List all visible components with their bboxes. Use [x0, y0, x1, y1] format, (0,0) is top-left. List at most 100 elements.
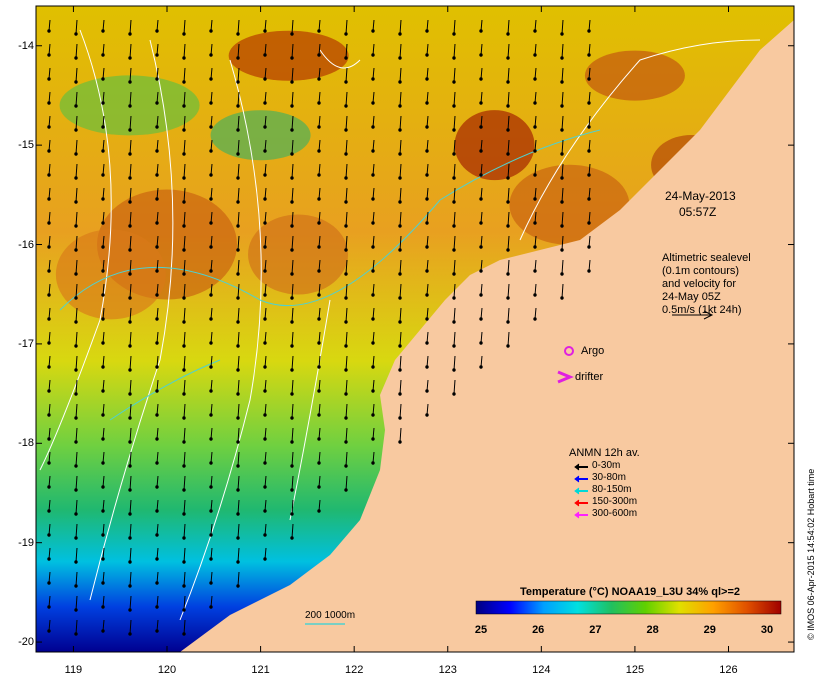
- velocity-arrow-head: [236, 152, 240, 156]
- altimetry-contour: [179, 59, 262, 621]
- velocity-arrow: [480, 139, 483, 152]
- velocity-arrow-head: [74, 440, 78, 444]
- velocity-arrow-head: [371, 461, 375, 465]
- velocity-arrow: [156, 355, 159, 368]
- velocity-arrow-head: [479, 77, 483, 81]
- velocity-arrow-head: [452, 248, 456, 252]
- velocity-arrow-head: [101, 533, 105, 537]
- velocity-arrow: [102, 523, 105, 536]
- velocity-arrow-head: [74, 152, 78, 156]
- velocity-arrow: [345, 163, 348, 179]
- velocity-arrow-head: [425, 365, 429, 369]
- velocity-arrow-head: [398, 416, 402, 420]
- velocity-arrow-head: [209, 533, 213, 537]
- velocity-arrow: [156, 187, 159, 200]
- velocity-arrow-head: [587, 245, 591, 249]
- colorbar-tick-label: 27: [589, 624, 602, 636]
- velocity-arrow: [156, 427, 159, 440]
- velocity-arrow-head: [263, 341, 267, 345]
- velocity-arrow-head: [209, 485, 213, 489]
- velocity-arrow: [75, 163, 78, 179]
- velocity-arrow-head: [47, 413, 51, 417]
- velocity-arrow: [237, 547, 240, 563]
- velocity-arrow: [507, 331, 510, 347]
- velocity-arrow-head: [290, 440, 294, 444]
- lon-tick-label: 121: [251, 664, 270, 676]
- velocity-arrow-head: [101, 149, 105, 153]
- altimetry-line-2: (0.1m contours): [662, 265, 740, 277]
- velocity-arrow-head: [398, 128, 402, 132]
- velocity-arrow-head: [317, 53, 321, 57]
- velocity-arrow-head: [533, 77, 537, 81]
- velocity-arrow: [102, 451, 105, 464]
- velocity-arrow-head: [128, 200, 132, 204]
- velocity-arrow: [210, 19, 213, 32]
- velocity-arrow-head: [587, 29, 591, 33]
- velocity-arrow-head: [290, 104, 294, 108]
- velocity-arrow-head: [479, 149, 483, 153]
- velocity-arrow-head: [128, 128, 132, 132]
- velocity-arrow-head: [371, 293, 375, 297]
- velocity-arrow: [291, 499, 294, 515]
- velocity-arrow: [210, 379, 213, 392]
- velocity-arrow: [237, 211, 240, 227]
- velocity-arrow-head: [533, 245, 537, 249]
- velocity-arrow-head: [101, 221, 105, 225]
- velocity-arrow-head: [425, 53, 429, 57]
- velocity-arrow-head: [47, 533, 51, 537]
- velocity-arrow: [453, 115, 456, 131]
- velocity-arrow-head: [101, 485, 105, 489]
- velocity-arrow-head: [209, 605, 213, 609]
- velocity-arrow: [561, 163, 564, 179]
- velocity-arrow-head: [425, 317, 429, 321]
- velocity-arrow: [237, 499, 240, 515]
- velocity-arrow-head: [290, 320, 294, 324]
- velocity-arrow: [75, 259, 78, 275]
- velocity-arrow: [102, 427, 105, 440]
- velocity-arrow-head: [47, 461, 51, 465]
- velocity-arrow: [318, 259, 321, 272]
- velocity-arrow: [129, 451, 132, 467]
- velocity-arrow: [237, 67, 240, 83]
- velocity-arrow-head: [263, 533, 267, 537]
- velocity-arrow: [237, 523, 240, 539]
- velocity-arrow-head: [155, 29, 159, 33]
- velocity-arrow: [291, 43, 294, 59]
- velocity-arrow-head: [47, 293, 51, 297]
- velocity-arrow: [210, 187, 213, 200]
- velocity-arrow: [426, 19, 429, 32]
- velocity-arrow-head: [155, 485, 159, 489]
- velocity-arrow: [129, 187, 132, 203]
- velocity-arrow: [426, 235, 429, 248]
- velocity-arrow: [75, 307, 78, 323]
- velocity-arrow: [129, 475, 132, 491]
- velocity-arrow-head: [209, 341, 213, 345]
- velocity-arrow: [156, 331, 159, 344]
- velocity-arrow-head: [128, 296, 132, 300]
- warm-patches: [55, 30, 732, 320]
- velocity-arrow-head: [182, 56, 186, 60]
- velocity-arrow-head: [74, 416, 78, 420]
- velocity-arrow: [264, 523, 267, 536]
- velocity-arrow-head: [182, 128, 186, 132]
- velocity-arrow-head: [479, 197, 483, 201]
- lon-tick-label: 125: [625, 664, 645, 676]
- velocity-arrow: [318, 187, 321, 200]
- velocity-arrow: [210, 475, 213, 488]
- anmn-legend-label: 0-30m: [592, 460, 621, 471]
- velocity-arrow-head: [263, 77, 267, 81]
- velocity-arrow-head: [47, 485, 51, 489]
- velocity-arrow: [264, 331, 267, 344]
- velocity-arrow-head: [74, 464, 78, 468]
- velocity-arrow: [561, 139, 564, 155]
- velocity-arrow: [183, 43, 186, 59]
- velocity-arrow: [48, 595, 51, 608]
- velocity-arrow: [183, 19, 186, 35]
- velocity-arrow-head: [74, 128, 78, 132]
- velocity-arrow-head: [317, 173, 321, 177]
- velocity-arrow: [183, 571, 186, 587]
- velocity-arrow-head: [209, 221, 213, 225]
- velocity-arrow: [183, 307, 186, 323]
- velocity-arrow: [156, 91, 159, 104]
- velocity-arrow: [480, 43, 483, 56]
